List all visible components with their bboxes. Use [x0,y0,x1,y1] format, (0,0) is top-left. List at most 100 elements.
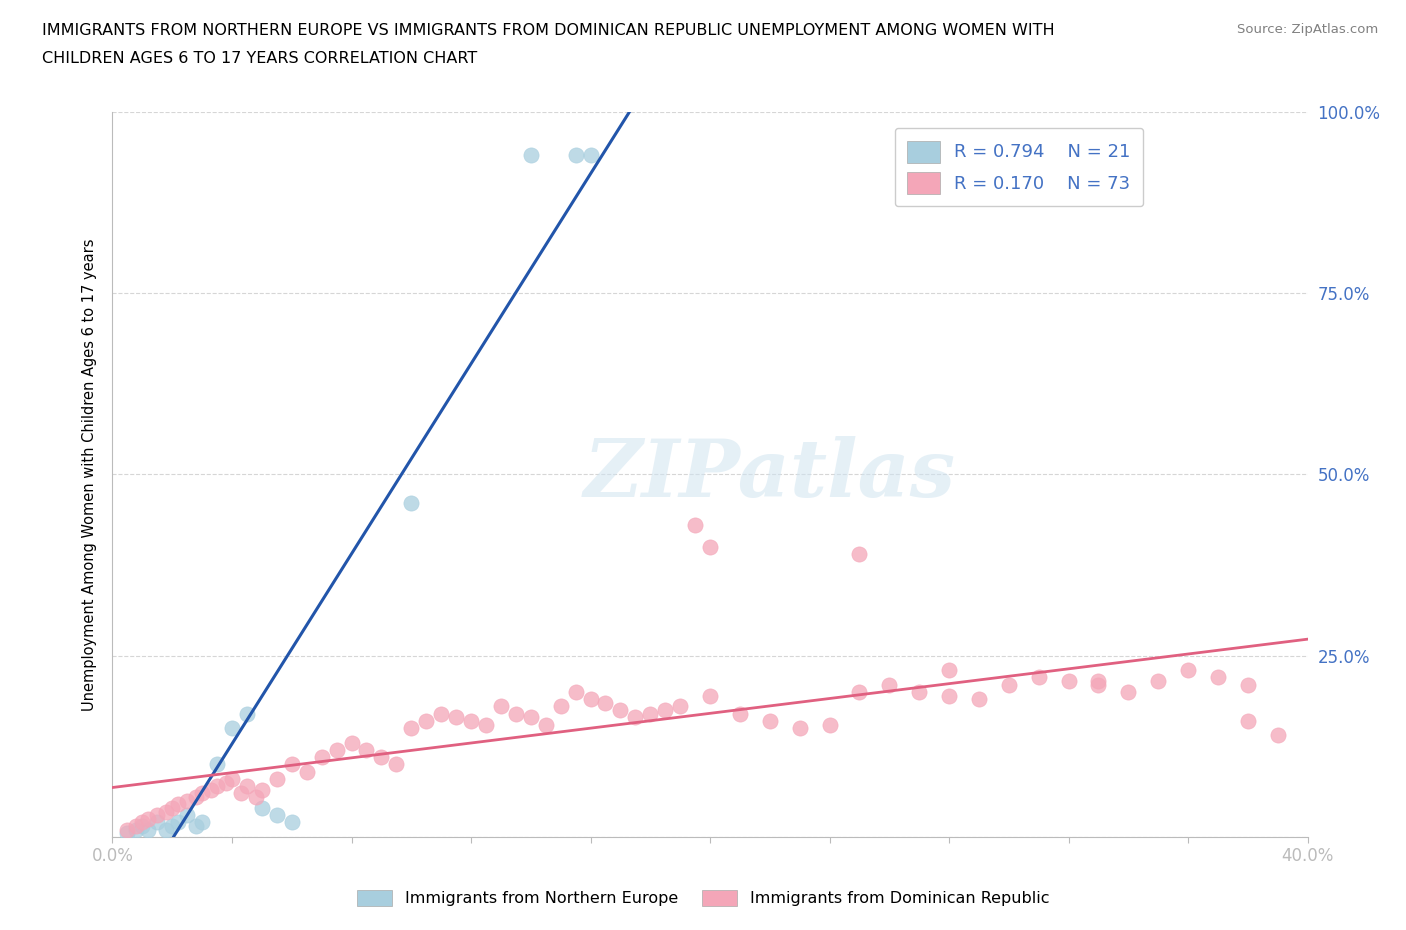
Point [579,148,602,163]
Point [683,518,706,533]
Point [236,706,259,721]
Point [520,148,543,163]
Point [356,742,378,757]
Point [281,815,304,830]
Point [295,764,318,779]
Point [595,696,617,711]
Point [125,822,148,837]
Point [534,717,557,732]
Point [250,782,273,797]
Point [1087,677,1109,692]
Point [245,790,267,804]
Point [564,684,586,699]
Point [215,776,238,790]
Point [848,684,870,699]
Point [564,148,586,163]
Point [250,801,273,816]
Point [236,778,259,793]
Point [1177,663,1199,678]
Point [186,818,208,833]
Point [430,706,453,721]
Point [938,663,960,678]
Point [728,706,751,721]
Point [1147,673,1170,688]
Point [125,818,148,833]
Point [640,706,662,721]
Point [155,804,177,819]
Point [550,699,572,714]
Point [229,786,252,801]
Point [699,688,721,703]
Point [401,721,423,736]
Point [146,815,169,830]
Point [654,703,676,718]
Point [789,721,811,736]
Point [1237,677,1260,692]
Point [191,786,214,801]
Point [579,692,602,707]
Point [401,496,423,511]
Point [266,808,288,823]
Point [176,793,198,808]
Point [311,750,333,764]
Point [370,750,392,764]
Point [1057,673,1080,688]
Point [162,801,183,816]
Point [131,818,153,833]
Point [818,717,841,732]
Point [1206,670,1229,684]
Point [505,706,527,721]
Point [205,778,228,793]
Point [699,539,721,554]
Point [848,547,870,562]
Point [221,721,243,736]
Point [266,772,288,787]
Point [200,782,222,797]
Point [475,717,498,732]
Point [340,736,363,751]
Text: CHILDREN AGES 6 TO 17 YEARS CORRELATION CHART: CHILDREN AGES 6 TO 17 YEARS CORRELATION … [42,51,478,66]
Point [325,742,347,757]
Point [938,688,960,703]
Point [205,757,228,772]
Point [460,713,482,728]
Point [879,677,901,692]
Text: IMMIGRANTS FROM NORTHERN EUROPE VS IMMIGRANTS FROM DOMINICAN REPUBLIC UNEMPLOYME: IMMIGRANTS FROM NORTHERN EUROPE VS IMMIG… [42,23,1054,38]
Point [908,684,931,699]
Point [186,790,208,804]
Point [1087,673,1109,688]
Legend: Immigrants from Northern Europe, Immigrants from Dominican Republic: Immigrants from Northern Europe, Immigra… [350,884,1056,912]
Point [167,797,190,812]
Point [609,703,631,718]
Point [444,710,467,724]
Point [1028,670,1050,684]
Text: ZIPatlas: ZIPatlas [583,435,956,513]
Point [176,808,198,823]
Point [162,818,183,833]
Point [624,710,647,724]
Point [1267,728,1289,743]
Point [117,822,139,837]
Point [1118,684,1140,699]
Point [489,699,512,714]
Point [520,710,543,724]
Point [1237,713,1260,728]
Point [117,826,139,841]
Point [385,757,408,772]
Point [669,699,692,714]
Y-axis label: Unemployment Among Women with Children Ages 6 to 17 years: Unemployment Among Women with Children A… [82,238,97,711]
Point [167,815,190,830]
Point [191,815,214,830]
Point [281,757,304,772]
Point [138,811,160,827]
Point [131,815,153,830]
Point [967,692,990,707]
Point [759,713,782,728]
Point [155,822,177,837]
Point [998,677,1021,692]
Point [415,713,437,728]
Text: Source: ZipAtlas.com: Source: ZipAtlas.com [1237,23,1378,36]
Legend: R = 0.794    N = 21, R = 0.170    N = 73: R = 0.794 N = 21, R = 0.170 N = 73 [894,128,1143,206]
Point [138,822,160,837]
Point [146,808,169,823]
